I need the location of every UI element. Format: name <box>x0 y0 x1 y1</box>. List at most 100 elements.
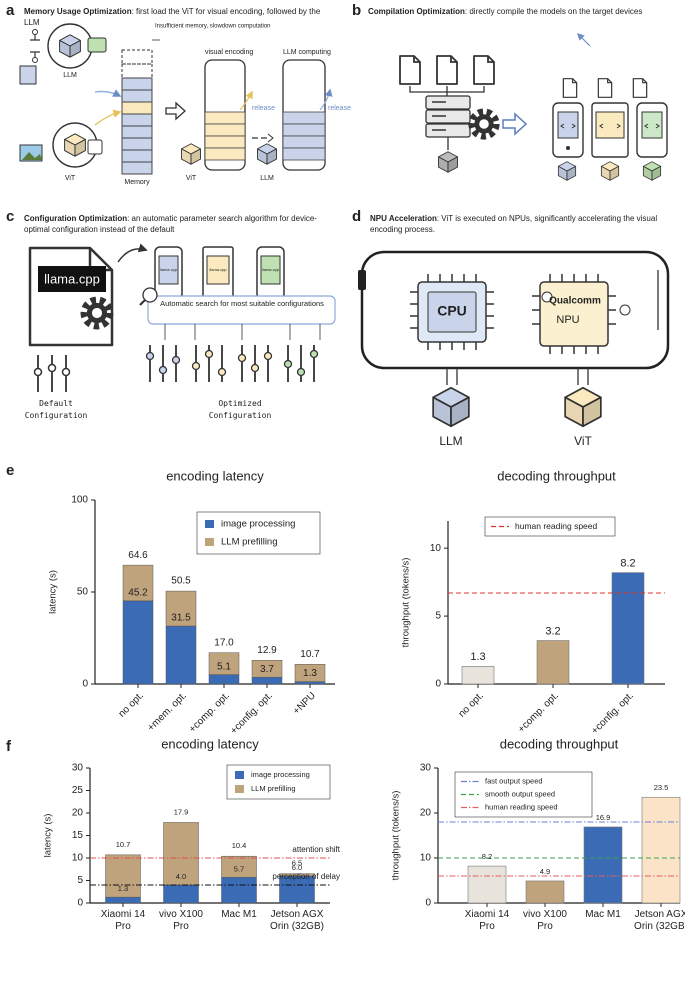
rect-shape <box>425 95 471 110</box>
total-label: 17.9 <box>174 807 189 816</box>
phone-label: llama.cpp <box>209 267 227 272</box>
x-tick-label: no opt. <box>117 690 146 719</box>
x-tick-label: Jetson AGX Orin (32GB) <box>270 909 324 932</box>
value-label: 4.0 <box>176 872 186 881</box>
rect-shape <box>121 77 153 91</box>
chart-title: decoding throughput <box>497 468 616 483</box>
rect-shape <box>87 139 103 155</box>
x-tick-label: vivo X100 Pro <box>159 909 203 932</box>
chart-title: encoding latency <box>166 468 264 483</box>
path-shape <box>139 299 146 306</box>
memory-label: Memory <box>124 179 150 186</box>
panel-title: Configuration Optimization: an automatic… <box>24 213 324 235</box>
rect-shape <box>358 270 366 290</box>
bar <box>536 640 570 685</box>
y-tick-label: 30 <box>420 763 432 774</box>
value-label: 1.3 <box>303 668 317 679</box>
path-shape <box>117 243 148 263</box>
bar-segment <box>221 855 257 878</box>
tool-name: llama.cpp <box>44 271 100 286</box>
circle-shape <box>33 367 43 377</box>
value-label: 8.2 <box>620 558 635 570</box>
x-tick-label: +config. opt. <box>589 690 636 737</box>
path-shape <box>28 246 114 347</box>
vit-icon <box>19 122 103 168</box>
legend-label: LLM prefilling <box>221 537 278 548</box>
optimized-sliders <box>145 345 319 382</box>
rect-shape <box>121 101 153 115</box>
bar-segment <box>163 822 199 886</box>
rect-shape <box>539 281 609 347</box>
use-shape <box>557 161 577 181</box>
panel-c-diagram: llama.cpp llama.cpp llama.cpp llama.cpp … <box>28 243 336 392</box>
panel-title: Memory Usage Optimization: first load th… <box>24 6 324 28</box>
cpu-chip <box>410 274 494 350</box>
x-tick-label: vivo X100 Pro <box>523 909 567 932</box>
title-bold: Compilation Optimization <box>368 7 465 16</box>
y-axis-label: latency (s) <box>43 814 54 858</box>
default-sliders <box>33 355 71 392</box>
bar <box>461 666 495 685</box>
circle-shape <box>237 353 247 363</box>
x-tick-label: Xiaomi 14 Pro <box>464 909 510 932</box>
chart-title: encoding latency <box>161 736 259 751</box>
y-axis-label: throughput (tokens/s) <box>391 791 402 881</box>
rect-shape <box>121 149 153 163</box>
y-tick-label: 10 <box>420 853 432 864</box>
optimized-config-label: Optimized Configuration <box>208 399 272 420</box>
bar-segment <box>251 676 283 685</box>
circle-shape <box>217 367 227 377</box>
panel-label: c <box>6 208 15 225</box>
vit-label: ViT <box>574 434 592 448</box>
legend-label: human reading speed <box>485 802 558 811</box>
rect-shape <box>282 135 326 149</box>
total-label: 10.7 <box>116 840 131 849</box>
value-label: 16.9 <box>596 813 611 822</box>
search-label: Automatic search for most suitable confi… <box>160 299 324 308</box>
circle-shape <box>263 351 273 361</box>
x-tick-label: +comp. opt. <box>187 690 232 735</box>
rect-shape <box>282 147 326 161</box>
default-config-label: Default Configuration <box>24 399 88 420</box>
use-shape <box>564 386 602 428</box>
y-tick-label: 25 <box>72 785 84 796</box>
x-tick-label: +comp. opt. <box>516 690 561 735</box>
value-label: 5.7 <box>234 864 244 873</box>
legend-swatch <box>235 771 244 779</box>
bar-segment <box>105 854 141 898</box>
path-shape <box>164 324 321 340</box>
llm-label: LLM <box>439 434 462 448</box>
panel-a-diagram: Insufficient memory, slowdown computatio… <box>19 23 351 186</box>
y-tick-label: 10 <box>430 543 442 554</box>
circle-shape <box>309 349 319 359</box>
bar-segment <box>105 896 141 904</box>
path-shape <box>267 133 274 143</box>
stage-label: LLM computing <box>283 49 331 56</box>
y-tick-label: 0 <box>425 898 431 909</box>
circle-shape <box>142 287 158 303</box>
circle-shape <box>32 29 38 35</box>
stage-label: visual encoding <box>205 49 253 56</box>
legend-label: image processing <box>221 519 295 530</box>
bar-segment <box>221 877 257 904</box>
y-tick-label: 50 <box>77 587 89 598</box>
y-tick-label: 20 <box>420 808 432 819</box>
legend-box <box>196 511 321 555</box>
rect-shape <box>260 255 281 285</box>
circle-shape <box>566 146 570 150</box>
legend-label: LLM prefilling <box>251 784 296 793</box>
total-label: 6.5 <box>292 859 302 868</box>
use-shape <box>399 55 421 85</box>
title-rest: : an automatic parameter search algorith… <box>24 214 317 234</box>
legend-swatch <box>235 785 244 793</box>
use-shape <box>600 161 620 181</box>
total-label: 17.0 <box>214 637 234 648</box>
path-shape <box>409 86 485 96</box>
x-tick-label: no opt. <box>457 690 486 719</box>
llm-computing-box <box>282 59 333 171</box>
bar <box>641 796 681 904</box>
use-shape <box>436 55 458 85</box>
bar <box>611 572 645 685</box>
rect-shape <box>121 113 153 127</box>
